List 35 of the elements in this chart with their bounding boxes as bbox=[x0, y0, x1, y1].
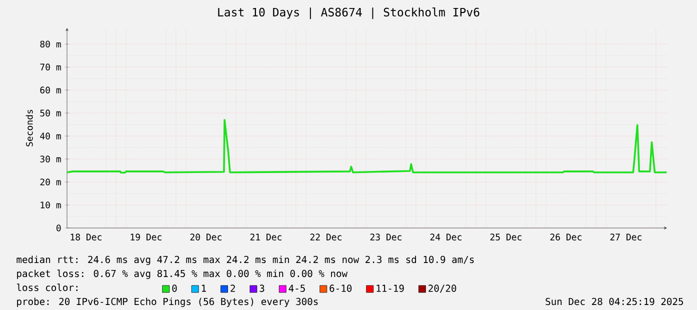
x-tick-label: 23 Dec bbox=[370, 234, 402, 240]
x-tick-label: 21 Dec bbox=[250, 234, 282, 240]
x-tick-label: 19 Dec bbox=[130, 234, 162, 240]
legend-label: 20/20 bbox=[428, 284, 456, 293]
y-tick-label: 30 m bbox=[40, 156, 61, 162]
text: packet loss: 0.67 % avg 81.45 % max 0.00 % min 0.00 % now bbox=[17, 270, 348, 280]
legend-label: 2 bbox=[230, 284, 235, 292]
legend-label: 4-5 bbox=[288, 284, 305, 292]
legend-title: loss color: bbox=[16, 284, 78, 292]
line-series bbox=[66, 119, 668, 174]
y-tick-label: 0 bbox=[56, 224, 61, 232]
y-tick-label: 60 m bbox=[40, 86, 61, 94]
x-tick-label: 22 Dec bbox=[310, 234, 342, 240]
y-tick-label: 20 m bbox=[40, 178, 61, 186]
legend-label: 11-19 bbox=[376, 284, 404, 292]
y-axis-title: Seconds bbox=[26, 110, 33, 146]
y-tick-label: 10 m bbox=[40, 202, 61, 208]
x-tick-label: 18 Dec bbox=[70, 234, 102, 240]
y-tick-label: 50 m bbox=[40, 110, 61, 116]
text: median rtt: 24.6 ms avg 47.2 ms max 24.2 ms min 24.2 ms now 2.3 ms sd 10.9 am/s bbox=[16, 256, 474, 266]
x-tick-label: 20 Dec bbox=[190, 234, 222, 240]
x-tick-label: 27 Dec bbox=[610, 234, 642, 240]
legend-label: 6-10 bbox=[330, 284, 352, 292]
x-tick-label: 24 Dec bbox=[430, 234, 462, 240]
legend-label: 0 bbox=[172, 284, 177, 292]
y-tick-label: 70 m bbox=[40, 64, 61, 70]
y-tick-label: 80 m bbox=[40, 40, 61, 48]
x-tick-label: 26 Dec bbox=[550, 234, 582, 240]
text: probe: 20 IPv6-ICMP Echo Pings (56 Bytes) every 300s bbox=[17, 298, 318, 308]
y-tick-label: 40 m bbox=[40, 132, 61, 140]
text: Sun Dec 28 04:25:19 2025 bbox=[546, 298, 683, 306]
x-tick-label: 25 Dec bbox=[490, 234, 522, 240]
legend-label: 3 bbox=[260, 284, 264, 292]
legend-label: 1 bbox=[202, 284, 206, 292]
chart-title: Last 10 Days | AS8674 | Stockholm IPv6 bbox=[218, 8, 480, 20]
